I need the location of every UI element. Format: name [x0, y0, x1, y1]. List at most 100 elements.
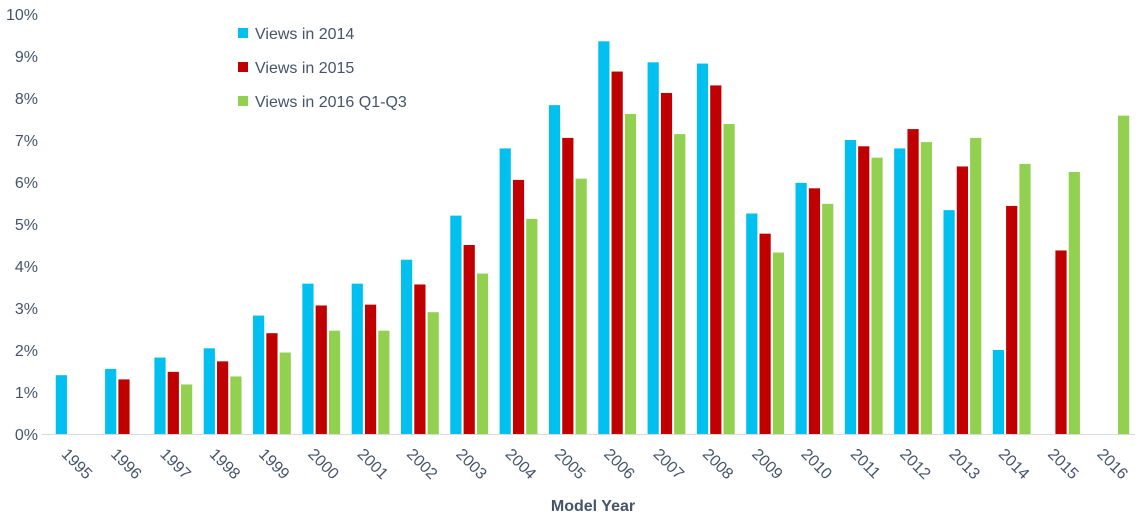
- legend-swatch: [238, 28, 248, 38]
- y-axis-tick-labels: 0% 1% 2% 3% 4% 5% 6% 7% 8% 9% 10%: [6, 7, 38, 444]
- y-tick-label: 2%: [15, 343, 38, 360]
- bar: [920, 142, 932, 434]
- bar: [746, 213, 758, 434]
- bar: [894, 148, 906, 434]
- bar: [992, 350, 1004, 434]
- y-tick-label: 5%: [15, 217, 38, 234]
- bar: [427, 312, 439, 434]
- bar: [871, 157, 883, 434]
- bar: [624, 113, 637, 435]
- y-tick-label: 1%: [15, 385, 38, 402]
- x-axis-title: Model Year: [551, 498, 635, 515]
- x-axis-tick-labels: 1995 1996 1997 1998 1999 2000 2001 2002 2003 2004…: [58, 446, 1131, 483]
- bar: [696, 63, 709, 435]
- bar: [118, 379, 130, 434]
- y-tick-label: 3%: [15, 301, 38, 318]
- x-tick-label: 1998: [206, 446, 243, 483]
- bar: [1068, 171, 1080, 435]
- x-tick-label: 1995: [58, 446, 95, 483]
- bar: [266, 333, 278, 434]
- bar: [723, 124, 735, 434]
- x-tick-label: 2007: [650, 446, 687, 483]
- bar: [562, 137, 574, 434]
- bar: [1055, 250, 1067, 434]
- legend: Views in 2014 Views in 2015 Views in 2016 …: [238, 26, 407, 111]
- x-tick-label: 2003: [452, 446, 489, 483]
- bar: [400, 259, 413, 434]
- bar: [203, 348, 215, 434]
- x-tick-label: 1996: [107, 446, 144, 483]
- bar: [328, 330, 341, 434]
- x-tick-label: 2006: [600, 446, 637, 483]
- x-tick-label: 2008: [699, 446, 736, 483]
- bar: [279, 352, 291, 434]
- bar: [844, 140, 857, 434]
- bar: [351, 283, 363, 434]
- x-tick-label: 2012: [896, 446, 933, 483]
- bar: [660, 92, 673, 435]
- bar: [575, 178, 587, 434]
- bar: [710, 85, 722, 435]
- bar: [759, 233, 771, 434]
- x-tick-label: 1999: [255, 446, 292, 483]
- x-tick-label: 2009: [748, 446, 785, 483]
- legend-swatch: [238, 62, 248, 72]
- bar: [450, 215, 462, 434]
- bar: [674, 134, 686, 434]
- x-tick-label: 2000: [304, 446, 341, 483]
- x-tick-label: 2014: [995, 446, 1032, 483]
- x-tick-label: 1997: [156, 446, 193, 483]
- y-tick-label: 4%: [15, 259, 38, 276]
- bar: [808, 188, 821, 434]
- bar: [253, 315, 265, 434]
- y-tick-label: 10%: [6, 7, 38, 24]
- bar: [217, 361, 229, 434]
- bar: [499, 148, 511, 434]
- y-tick-label: 0%: [15, 427, 38, 444]
- bar: [822, 203, 834, 434]
- bar: [772, 252, 785, 434]
- y-tick-label: 6%: [15, 175, 38, 192]
- bar: [858, 146, 870, 435]
- bar: [414, 284, 426, 434]
- bar: [512, 179, 525, 434]
- x-tick-label: 2013: [946, 446, 983, 483]
- bar: [230, 376, 242, 434]
- x-tick-label: 2001: [354, 446, 391, 483]
- y-tick-label: 8%: [15, 91, 38, 108]
- x-tick-label: 2004: [502, 446, 539, 483]
- y-tick-label: 7%: [15, 133, 38, 150]
- bar: [970, 137, 982, 434]
- bar: [302, 283, 314, 434]
- bar: [526, 218, 538, 434]
- bar: [956, 166, 968, 434]
- legend-label: Views in 2016 Q1-Q3: [255, 94, 407, 111]
- bar: [943, 210, 955, 434]
- bars: [55, 41, 1130, 435]
- bar: [907, 129, 919, 434]
- bar: [611, 71, 623, 434]
- x-tick-label: 2002: [403, 446, 440, 483]
- bar: [167, 371, 179, 434]
- bar: [364, 304, 377, 434]
- x-tick-label: 2011: [847, 446, 883, 482]
- x-tick-label: 2010: [798, 446, 835, 483]
- bar: [598, 41, 610, 435]
- bar: [1006, 205, 1018, 434]
- bar: [1019, 163, 1031, 434]
- legend-swatch: [238, 96, 248, 106]
- bar: [315, 305, 327, 434]
- bar: [55, 375, 67, 434]
- y-tick-label: 9%: [15, 49, 38, 66]
- bar: [476, 273, 489, 434]
- bar: [795, 182, 807, 434]
- bar: [154, 357, 166, 434]
- x-tick-label: 2005: [551, 446, 588, 483]
- x-tick-label: 2016: [1094, 446, 1131, 483]
- legend-label: Views in 2014: [255, 26, 354, 43]
- x-tick-label: 2015: [1044, 446, 1081, 483]
- bar: [181, 384, 193, 434]
- bar: [1118, 115, 1130, 434]
- legend-label: Views in 2015: [255, 60, 354, 77]
